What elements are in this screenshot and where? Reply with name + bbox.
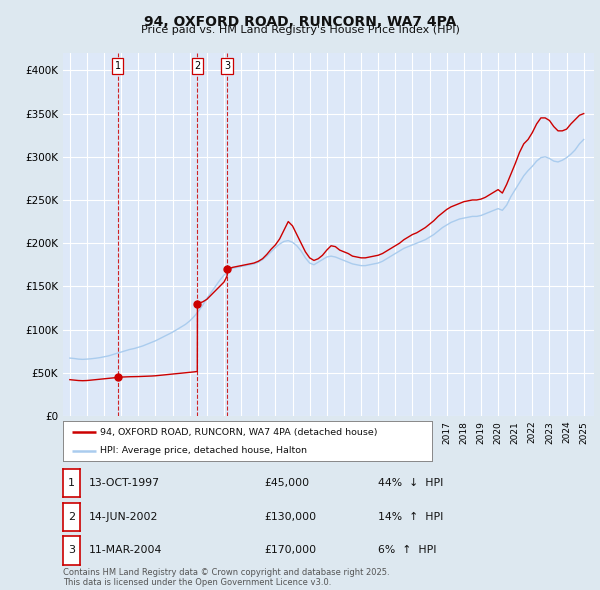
Text: 11-MAR-2004: 11-MAR-2004 (89, 546, 162, 555)
Text: £130,000: £130,000 (264, 512, 316, 522)
Text: 1: 1 (115, 61, 121, 71)
Text: 94, OXFORD ROAD, RUNCORN, WA7 4PA (detached house): 94, OXFORD ROAD, RUNCORN, WA7 4PA (detac… (100, 428, 377, 437)
Text: 44%  ↓  HPI: 44% ↓ HPI (378, 478, 443, 488)
Text: 2: 2 (68, 512, 75, 522)
Text: 3: 3 (224, 61, 230, 71)
Text: 3: 3 (68, 546, 75, 555)
Text: HPI: Average price, detached house, Halton: HPI: Average price, detached house, Halt… (100, 446, 307, 455)
Text: Price paid vs. HM Land Registry's House Price Index (HPI): Price paid vs. HM Land Registry's House … (140, 25, 460, 35)
Text: 94, OXFORD ROAD, RUNCORN, WA7 4PA: 94, OXFORD ROAD, RUNCORN, WA7 4PA (144, 15, 456, 29)
Text: 13-OCT-1997: 13-OCT-1997 (89, 478, 160, 488)
Text: £45,000: £45,000 (264, 478, 309, 488)
Text: 14-JUN-2002: 14-JUN-2002 (89, 512, 158, 522)
Text: 6%  ↑  HPI: 6% ↑ HPI (378, 546, 437, 555)
Text: 1: 1 (68, 478, 75, 488)
Text: Contains HM Land Registry data © Crown copyright and database right 2025.
This d: Contains HM Land Registry data © Crown c… (63, 568, 389, 587)
Text: 2: 2 (194, 61, 200, 71)
Text: £170,000: £170,000 (264, 546, 316, 555)
Text: 14%  ↑  HPI: 14% ↑ HPI (378, 512, 443, 522)
